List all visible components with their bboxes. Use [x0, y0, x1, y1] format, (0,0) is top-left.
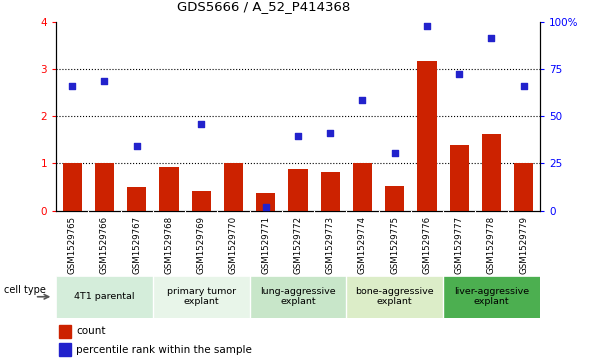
Bar [385, 186, 404, 211]
Text: GSM1529773: GSM1529773 [326, 216, 335, 274]
Text: GSM1529769: GSM1529769 [196, 216, 206, 274]
Text: GSM1529771: GSM1529771 [261, 216, 270, 274]
Bar [450, 146, 469, 211]
Bar [514, 163, 533, 211]
Point [422, 23, 432, 29]
Point [326, 130, 335, 136]
Point [67, 83, 77, 89]
Bar [59, 343, 71, 356]
Bar [59, 325, 71, 338]
Text: 4T1 parental: 4T1 parental [74, 292, 135, 301]
Bar [443, 276, 540, 318]
Point [390, 150, 399, 156]
Text: percentile rank within the sample: percentile rank within the sample [76, 344, 253, 355]
Bar [153, 276, 250, 318]
Point [132, 143, 142, 148]
Text: GSM1529770: GSM1529770 [229, 216, 238, 274]
Bar [159, 167, 179, 211]
Text: GDS5666 / A_52_P414368: GDS5666 / A_52_P414368 [177, 0, 350, 13]
Point [293, 133, 303, 139]
Text: GSM1529772: GSM1529772 [293, 216, 303, 274]
Text: GSM1529779: GSM1529779 [519, 216, 528, 274]
Bar [192, 191, 211, 211]
Point [519, 83, 529, 89]
Bar [346, 276, 443, 318]
Text: liver-aggressive
explant: liver-aggressive explant [454, 287, 529, 306]
Text: GSM1529775: GSM1529775 [390, 216, 399, 274]
Text: primary tumor
explant: primary tumor explant [166, 287, 236, 306]
Point [100, 78, 109, 83]
Bar [353, 163, 372, 211]
Bar [56, 276, 153, 318]
Bar [320, 172, 340, 211]
Text: GSM1529768: GSM1529768 [165, 216, 173, 274]
Text: GSM1529767: GSM1529767 [132, 216, 141, 274]
Text: GSM1529776: GSM1529776 [422, 216, 431, 274]
Text: GSM1529765: GSM1529765 [68, 216, 77, 274]
Bar [417, 61, 437, 211]
Text: GSM1529777: GSM1529777 [455, 216, 464, 274]
Text: GSM1529778: GSM1529778 [487, 216, 496, 274]
Text: lung-aggressive
explant: lung-aggressive explant [260, 287, 336, 306]
Bar [482, 134, 501, 211]
Bar [256, 193, 276, 211]
Point [261, 204, 270, 210]
Bar [250, 276, 346, 318]
Bar [289, 169, 307, 211]
Text: cell type: cell type [5, 285, 47, 295]
Text: bone-aggressive
explant: bone-aggressive explant [355, 287, 434, 306]
Bar [63, 163, 82, 211]
Text: GSM1529774: GSM1529774 [358, 216, 367, 274]
Point [487, 36, 496, 41]
Bar [127, 187, 146, 211]
Point [454, 72, 464, 77]
Bar [224, 163, 243, 211]
Text: GSM1529766: GSM1529766 [100, 216, 109, 274]
Point [358, 97, 367, 102]
Bar [95, 163, 114, 211]
Text: count: count [76, 326, 106, 337]
Point [196, 122, 206, 127]
